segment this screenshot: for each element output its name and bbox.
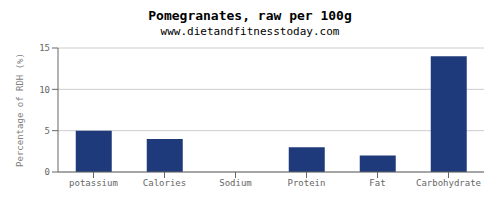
svg-text:10: 10 — [39, 85, 50, 95]
svg-text:Carbohydrate: Carbohydrate — [416, 178, 481, 188]
svg-text:Calories: Calories — [143, 178, 186, 188]
svg-text:5: 5 — [45, 126, 50, 136]
svg-text:0: 0 — [45, 167, 50, 177]
html-text:Pomegranates, raw per 100g: Pomegranates, raw per 100g — [148, 8, 352, 23]
svg-text:15: 15 — [39, 43, 50, 53]
svg-text:potassium: potassium — [69, 178, 118, 188]
svg-text:Fat: Fat — [369, 178, 385, 188]
svg-text:Sodium: Sodium — [219, 178, 252, 188]
html-text:www.dietandfitnesstoday.com: www.dietandfitnesstoday.com — [160, 25, 340, 38]
svg-text:Percentage of RDH (%): Percentage of RDH (%) — [15, 53, 25, 167]
svg-text:Protein: Protein — [288, 178, 326, 188]
